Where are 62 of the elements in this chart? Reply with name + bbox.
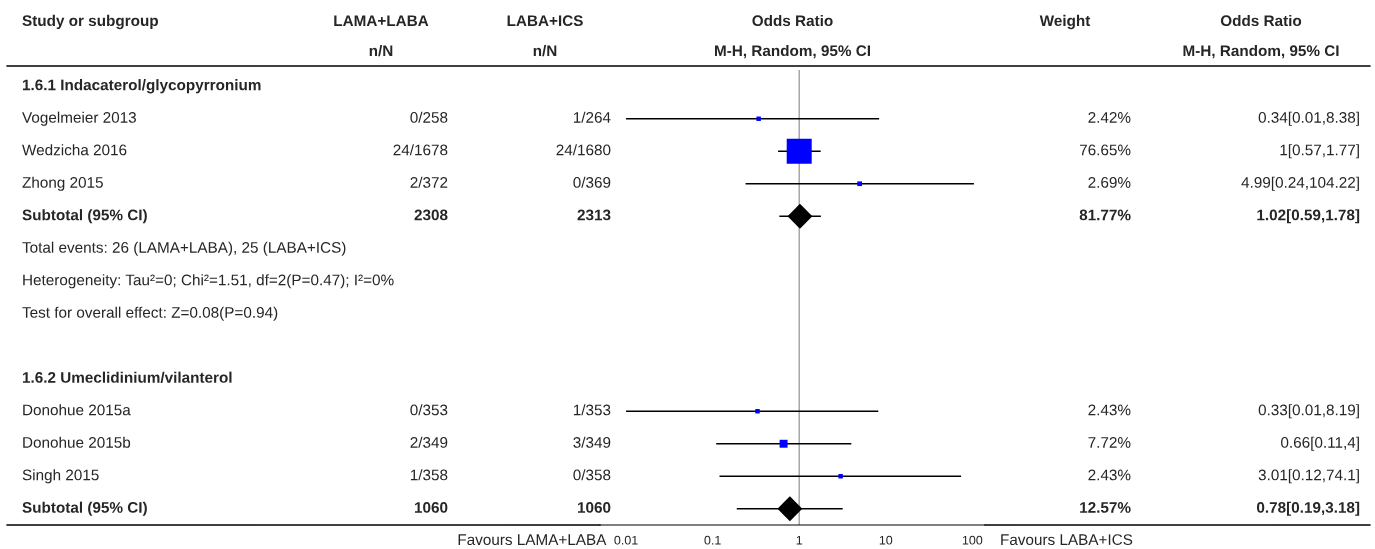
text: LABA+ICS: [507, 15, 583, 27]
text: Favours LAMA+LABA: [458, 534, 607, 546]
category-label: Singh 2015: [22, 469, 99, 484]
category-label: 2.43%: [1088, 469, 1131, 481]
category-label: 3/349: [573, 436, 611, 448]
category-label: 1.6.1 Indacaterol/glycopyrronium: [22, 79, 261, 94]
category-label: 1060: [414, 502, 448, 513]
category-label: 1060: [577, 502, 611, 513]
category-label: 2.43%: [1088, 404, 1131, 416]
category-label: 7.72%: [1088, 437, 1131, 448]
category-label: Subtotal (95% CI): [22, 209, 147, 224]
category-label: Zhong 2015: [22, 176, 103, 191]
category-label: 1/358: [410, 469, 448, 481]
chart-subtitle: M-H, Random, 95% CI: [715, 44, 870, 59]
category-label: 0.34[0.01,8.38]: [1258, 111, 1359, 126]
chart-title: Odds Ratio: [752, 14, 833, 27]
text: Study or subgroup: [22, 14, 159, 30]
category-label: Donohue 2015b: [23, 436, 131, 448]
x-tick-label: 1: [796, 535, 803, 545]
category-label: 24/1680: [556, 144, 611, 156]
text: Weight: [1039, 14, 1091, 30]
category-label: 1/264: [573, 111, 611, 123]
category-label: 2308: [414, 209, 448, 221]
text: Favours LABA+ICS: [1001, 534, 1133, 546]
category-label: 1.02[0.59,1.78]: [1257, 209, 1360, 224]
category-label: 76.65%: [1079, 144, 1131, 156]
category-label: 24/1678: [393, 144, 448, 156]
category-label: Subtotal (95% CI): [22, 501, 147, 516]
text: LAMA+LABA: [334, 15, 429, 26]
category-label: Test for overall effect: Z=0.08(P=0.94): [22, 306, 278, 321]
x-tick-label: 0.1: [704, 535, 721, 545]
category-label: 3.01[0.12,74.1]: [1258, 469, 1359, 484]
x-tick-label: 0.01: [614, 535, 638, 545]
category-label: 1[0.57,1.77]: [1280, 144, 1359, 159]
category-label: Donohue 2015a: [23, 404, 131, 416]
category-label: 0/369: [573, 176, 611, 188]
text: n/N: [533, 44, 557, 57]
category-label: 1.6.2 Umeclidinium/vilanterol: [22, 371, 232, 384]
category-label: Wedzicha 2016: [22, 144, 127, 156]
category-label: Total events: 26 (LAMA+LABA), 25 (LABA+ICS): [22, 241, 346, 256]
category-label: 81.77%: [1079, 209, 1131, 221]
category-label: 12.57%: [1080, 502, 1131, 513]
text: M-H, Random, 95% CI: [1183, 44, 1339, 59]
category-label: 0/353: [410, 404, 448, 416]
text: Odds Ratio: [1220, 14, 1302, 27]
x-tick-label: 10: [879, 535, 893, 545]
category-label: 2/349: [410, 436, 448, 448]
category-label: 0/258: [410, 111, 448, 123]
category-label: Vogelmeier 2013: [22, 111, 136, 126]
category-label: 2/372: [410, 176, 448, 188]
x-tick-label: 100: [962, 535, 983, 545]
category-label: 0.33[0.01,8.19]: [1258, 404, 1359, 419]
category-label: Heterogeneity: Tau²=0; Chi²=1.51, df=2(P=0.47); I²=0%: [23, 274, 394, 289]
category-label: 1/353: [573, 404, 611, 416]
text: n/N: [369, 44, 393, 57]
category-label: 2.42%: [1088, 112, 1131, 123]
category-label: 2.69%: [1088, 177, 1131, 188]
category-label: 0/358: [573, 469, 611, 481]
category-label: 4.99[0.24,104.22]: [1241, 176, 1359, 191]
category-label: 0.78[0.19,3.18]: [1256, 501, 1360, 516]
category-label: 2313: [577, 209, 611, 221]
category-label: 0.66[0.11,4]: [1281, 436, 1359, 451]
